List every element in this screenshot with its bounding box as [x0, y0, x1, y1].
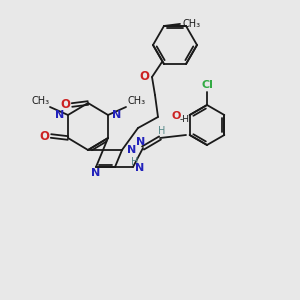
Text: N: N [92, 168, 100, 178]
Text: CH₃: CH₃ [32, 96, 50, 106]
Text: O: O [139, 70, 149, 83]
Text: N: N [127, 145, 136, 155]
Text: O: O [60, 98, 70, 112]
Text: CH₃: CH₃ [128, 96, 146, 106]
Text: H: H [158, 126, 166, 136]
Text: O: O [172, 111, 182, 121]
Text: N: N [135, 163, 144, 173]
Text: O: O [39, 130, 49, 142]
Text: H: H [131, 157, 139, 167]
Text: Cl: Cl [201, 80, 213, 90]
Text: N: N [112, 110, 121, 120]
Text: N: N [55, 110, 64, 120]
Text: CH₃: CH₃ [183, 19, 201, 29]
Text: N: N [136, 137, 146, 147]
Text: -H: -H [180, 116, 190, 124]
